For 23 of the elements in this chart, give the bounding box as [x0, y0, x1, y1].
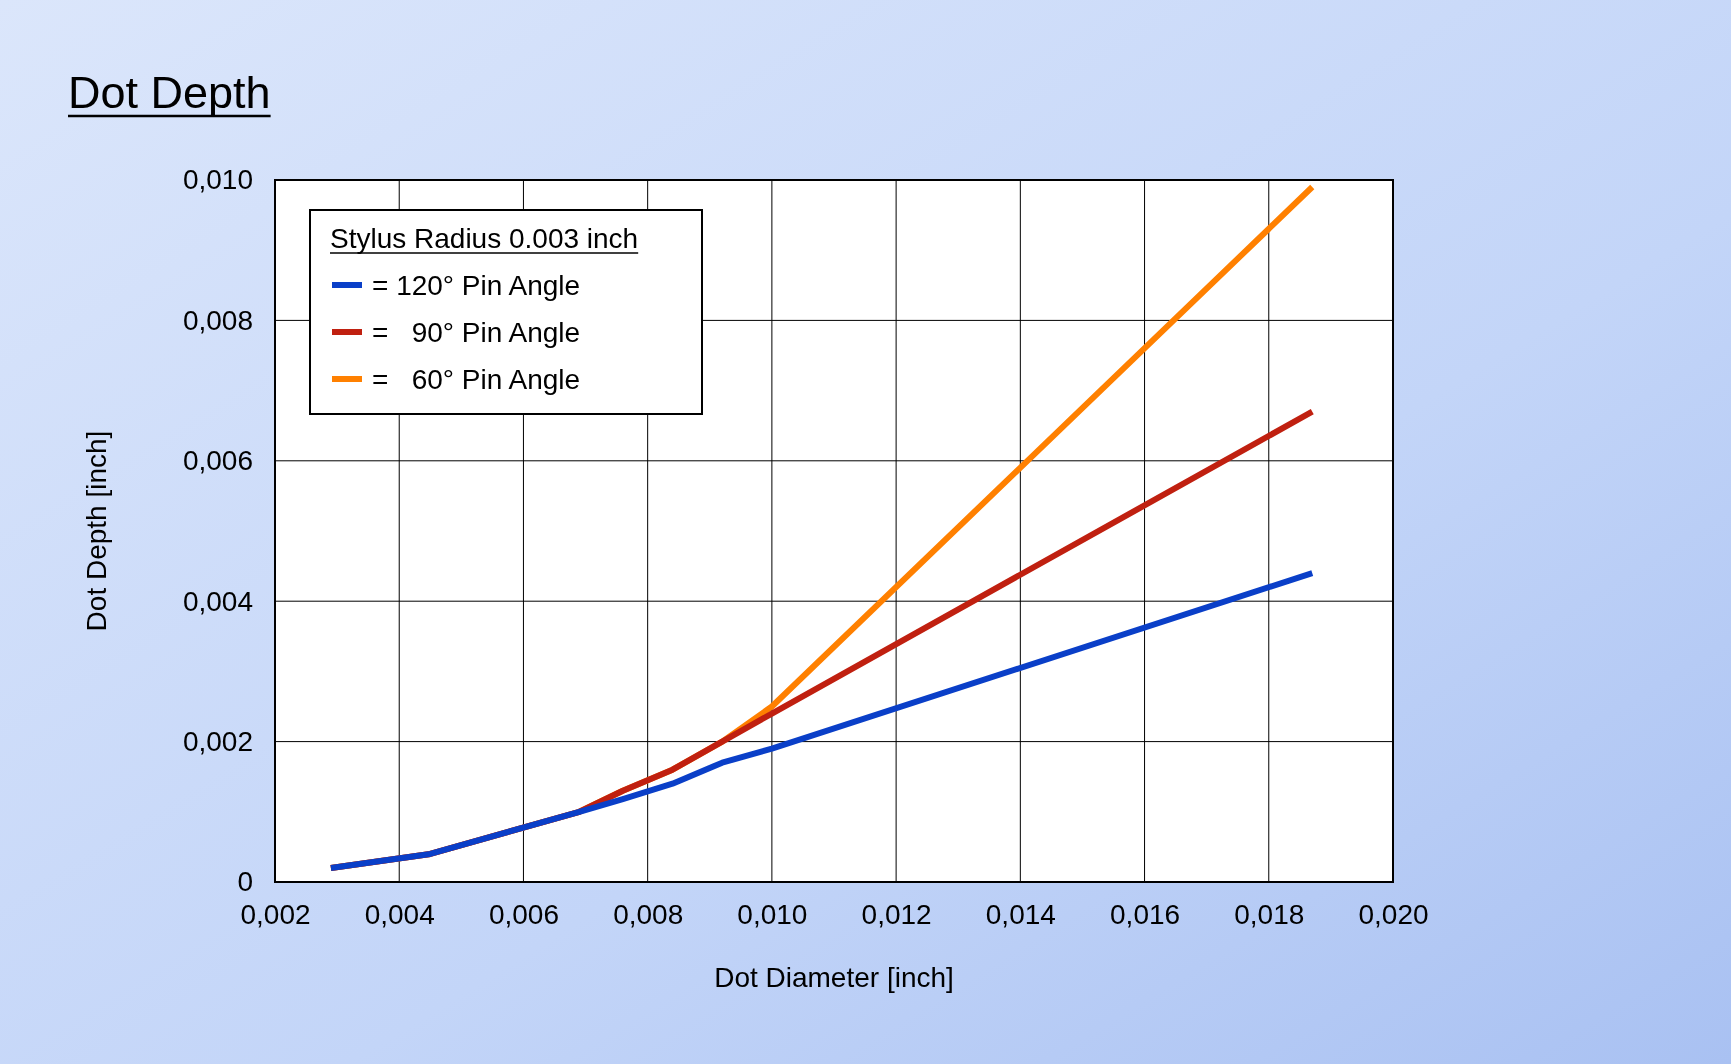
legend-title: Stylus Radius 0.003 inch — [330, 223, 639, 254]
y-tick-label: 0 — [237, 866, 253, 898]
x-tick-label: 0,010 — [737, 898, 808, 930]
x-tick-label: 0,002 — [240, 898, 311, 930]
legend-label: = 60° Pin Angle — [372, 364, 581, 395]
x-tick-label: 0,012 — [861, 898, 932, 930]
chart-title: Dot Depth — [68, 67, 271, 118]
x-tick-label: 0,020 — [1358, 898, 1429, 930]
y-tick-label: 0,002 — [182, 726, 253, 758]
y-tick-label: 0,008 — [182, 304, 253, 336]
y-tick-label: 0,010 — [182, 164, 253, 196]
legend-label: = 90° Pin Angle — [372, 317, 581, 348]
x-axis-title: Dot Diameter [inch] — [714, 962, 954, 993]
y-axis-title: Dot Depth [inch] — [81, 430, 112, 632]
y-tick-label: 0,006 — [182, 445, 253, 477]
x-tick-label: 0,016 — [1110, 898, 1181, 930]
legend-label: = 120° Pin Angle — [372, 270, 581, 301]
x-tick-label: 0,006 — [488, 898, 559, 930]
x-tick-label: 0,018 — [1234, 898, 1305, 930]
x-tick-label: 0,014 — [985, 898, 1056, 930]
y-tick-label: 0,004 — [182, 585, 253, 617]
x-tick-label: 0,008 — [613, 898, 684, 930]
x-tick-label: 0,004 — [364, 898, 435, 930]
